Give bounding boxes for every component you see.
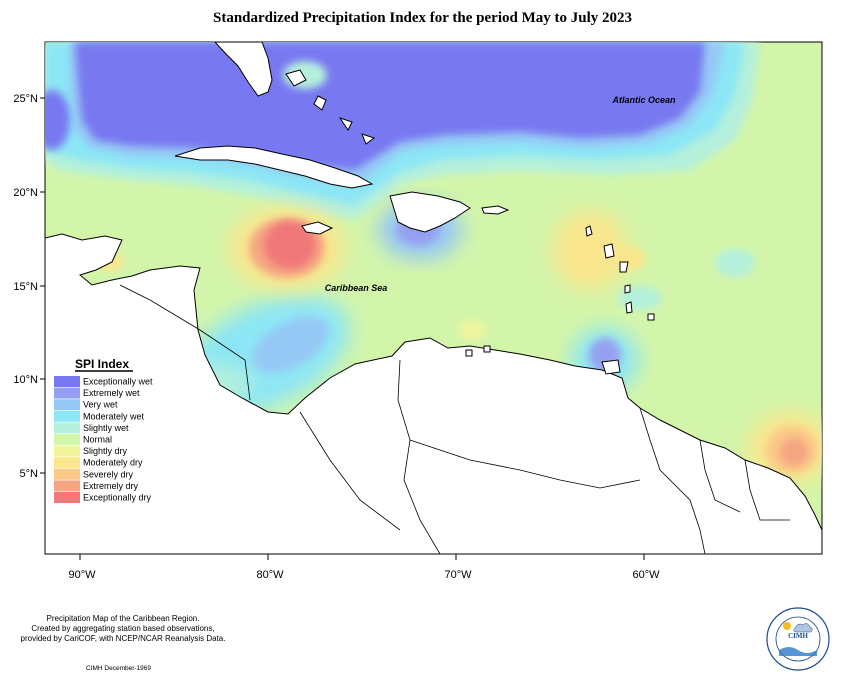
legend-swatch	[54, 410, 80, 422]
legend-label: Exceptionally wet	[83, 377, 153, 387]
logo-name: CIMH	[788, 632, 808, 640]
legend-label: Exceptionally dry	[83, 493, 152, 503]
legend-label: Slightly wet	[83, 423, 129, 433]
legend-label: Severely dry	[83, 469, 134, 479]
cloud-icon	[793, 623, 813, 633]
lon-label: 70°W	[444, 569, 472, 581]
legend-label: Extremely wet	[83, 388, 140, 398]
legend-swatch	[54, 445, 80, 457]
sun-icon	[783, 622, 791, 630]
credits-line: provided by CariCOF, with NCEP/NCAR Rean…	[20, 634, 226, 643]
lat-label: 5°N	[20, 468, 39, 480]
map-credits: Precipitation Map of the Caribbean Regio…	[8, 614, 238, 644]
legend-swatch	[54, 387, 80, 399]
country-borders	[119, 284, 790, 554]
legend-label: Extremely dry	[83, 481, 139, 491]
florida	[214, 42, 273, 97]
credits-line: Created by aggregating station based obs…	[31, 624, 215, 633]
legend-swatch	[54, 457, 80, 469]
map-title: Standardized Precipitation Index for the…	[212, 10, 633, 26]
legend-swatch	[54, 434, 80, 445]
atlantic-ocean-label: Atlantic Ocean	[611, 95, 676, 105]
legend-swatch	[54, 399, 80, 411]
water-icon	[779, 647, 817, 656]
legend-swatch	[54, 492, 80, 503]
lon-label: 80°W	[256, 569, 284, 581]
legend-swatch	[54, 468, 80, 480]
legend-swatch	[54, 422, 80, 434]
legend-label: Normal	[83, 435, 112, 445]
lat-label: 25°N	[13, 93, 38, 105]
legend-label: Moderately dry	[83, 458, 143, 468]
date-note: CIMH December-1969	[86, 665, 152, 672]
legend-label: Moderately wet	[83, 411, 145, 421]
caribbean-sea-label: Caribbean Sea	[325, 283, 388, 293]
legend-label: Slightly dry	[83, 446, 128, 456]
legend-title: SPI Index	[75, 357, 129, 371]
lat-label: 10°N	[13, 374, 38, 386]
lon-label: 60°W	[632, 569, 660, 581]
cimh-logo	[766, 607, 830, 671]
land-masses	[45, 42, 822, 554]
cuba	[174, 145, 374, 189]
legend-swatch	[54, 376, 80, 387]
lat-label: 15°N	[13, 281, 38, 293]
axis-labels: 25°N 20°N 15°N 10°N 5°N 90°W 80°W 70°W 6…	[13, 93, 660, 581]
axis-ticks	[40, 97, 645, 560]
credits-line: Precipitation Map of the Caribbean Regio…	[46, 614, 200, 623]
lat-label: 20°N	[13, 187, 38, 199]
trinidad	[601, 359, 621, 375]
legend-label: Very wet	[83, 400, 118, 410]
legend-swatch	[54, 480, 80, 492]
lon-label: 90°W	[68, 569, 96, 581]
jamaica	[301, 221, 334, 235]
puerto-rico	[481, 205, 510, 215]
hispaniola	[389, 191, 471, 233]
south-central-america	[45, 233, 822, 554]
